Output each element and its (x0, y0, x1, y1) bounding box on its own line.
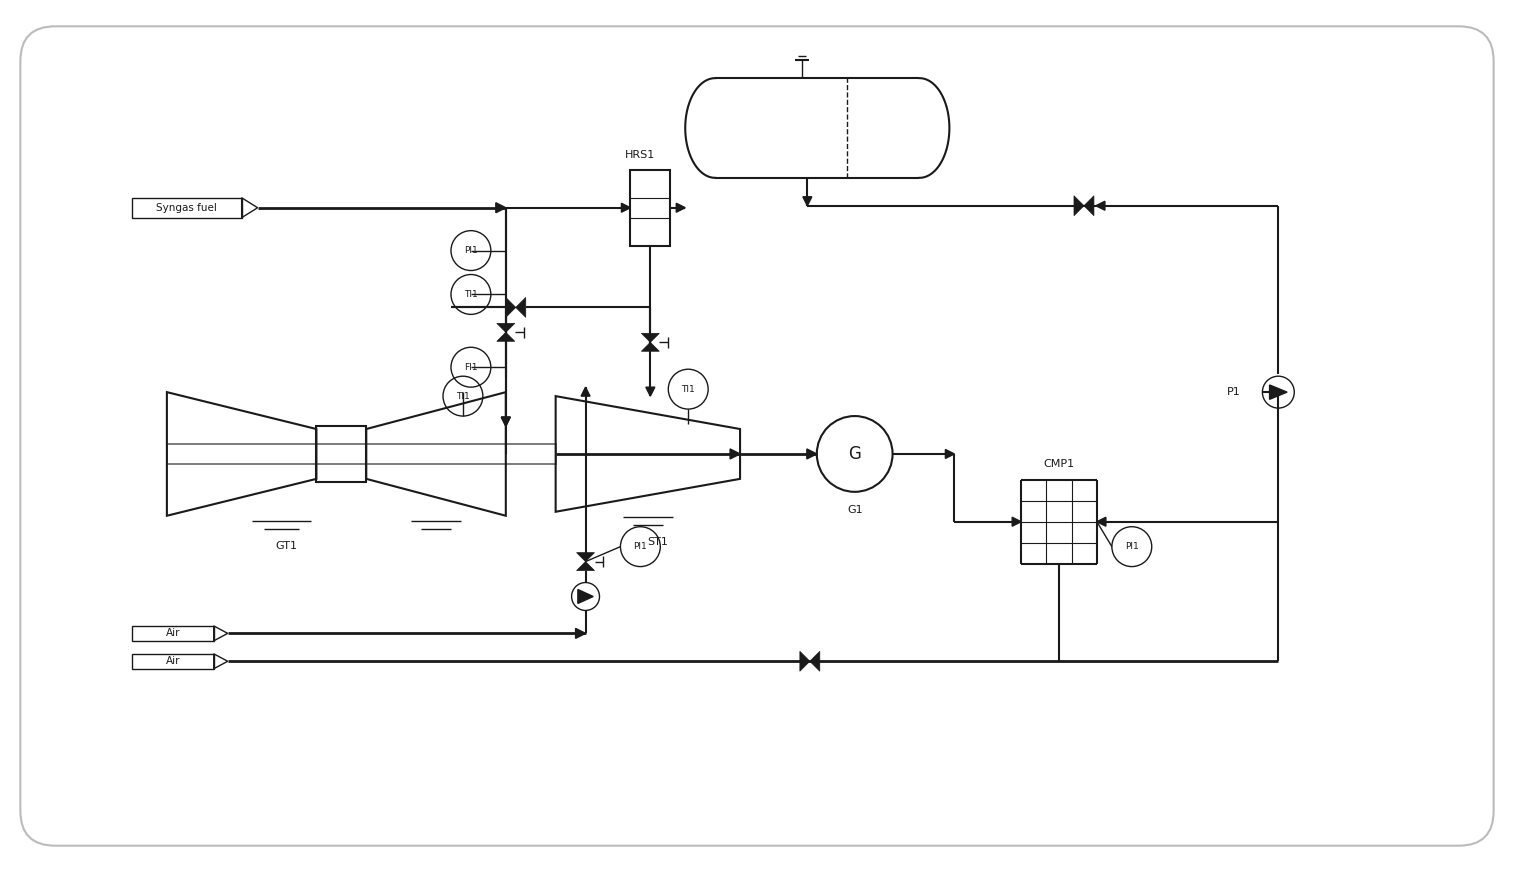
Polygon shape (800, 651, 810, 671)
Text: G: G (849, 445, 861, 463)
Polygon shape (576, 562, 594, 570)
Polygon shape (515, 297, 526, 317)
Polygon shape (576, 553, 594, 562)
Polygon shape (676, 203, 685, 212)
Polygon shape (641, 343, 659, 351)
Polygon shape (807, 449, 817, 459)
Polygon shape (1084, 196, 1095, 215)
Polygon shape (502, 417, 511, 426)
Text: ST1: ST1 (647, 536, 669, 547)
Polygon shape (1096, 201, 1105, 210)
Text: P1: P1 (1226, 387, 1240, 397)
Text: HRS1: HRS1 (625, 150, 655, 160)
Text: TI1: TI1 (681, 385, 696, 393)
Text: Air: Air (165, 657, 180, 666)
Text: Syngas fuel: Syngas fuel (156, 202, 217, 213)
Polygon shape (1073, 196, 1084, 215)
Polygon shape (622, 203, 631, 212)
Text: PI1: PI1 (1125, 542, 1139, 551)
Polygon shape (731, 449, 740, 459)
Polygon shape (576, 629, 585, 638)
Text: PI1: PI1 (464, 246, 478, 255)
Text: Air: Air (165, 629, 180, 638)
Text: GT1: GT1 (276, 541, 297, 550)
Polygon shape (1269, 385, 1287, 399)
Polygon shape (506, 297, 515, 317)
Polygon shape (646, 387, 655, 396)
Text: CMP1: CMP1 (1043, 459, 1075, 469)
Polygon shape (946, 449, 955, 459)
Text: PI1: PI1 (634, 542, 647, 551)
Polygon shape (1013, 517, 1022, 526)
Polygon shape (497, 324, 515, 332)
Text: G1: G1 (847, 505, 863, 514)
Polygon shape (502, 417, 511, 426)
Polygon shape (1098, 517, 1105, 526)
Polygon shape (803, 197, 813, 206)
Polygon shape (581, 387, 590, 396)
Polygon shape (497, 332, 515, 341)
Polygon shape (810, 651, 820, 671)
Polygon shape (578, 589, 593, 603)
Polygon shape (641, 333, 659, 343)
Text: FI1: FI1 (464, 363, 478, 371)
Text: TI1: TI1 (456, 392, 470, 400)
Polygon shape (496, 203, 506, 213)
Text: TI1: TI1 (464, 290, 478, 299)
